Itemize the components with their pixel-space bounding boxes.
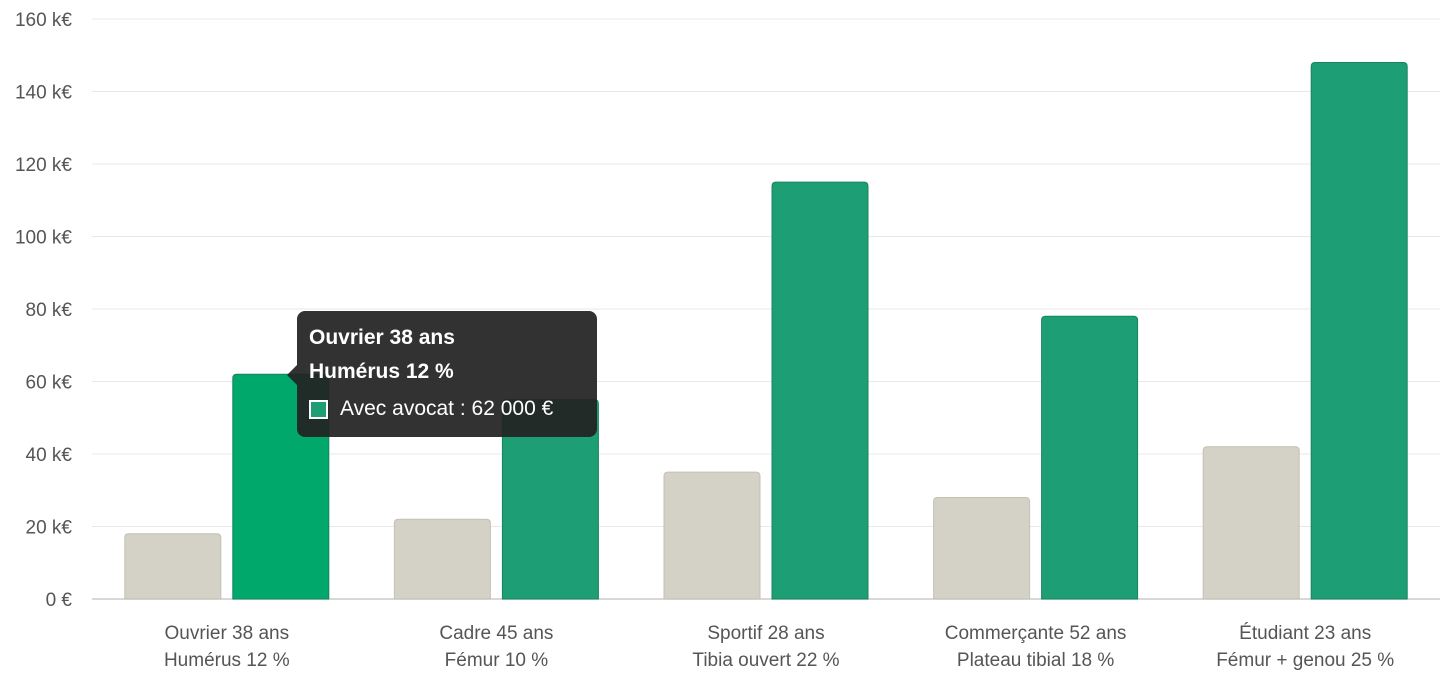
- y-tick-label: 60 k€: [26, 373, 73, 394]
- y-tick-label: 20 k€: [26, 518, 73, 539]
- bar-avec-avocat[interactable]: [771, 181, 869, 600]
- y-axis-ticks: 0 € 20 k€ 40 k€ 60 k€ 80 k€ 100 k€ 120 k€ 140 k…: [15, 10, 72, 611]
- x-category-label: Sportif 28 ans Tibia ouvert 22 %: [692, 623, 839, 671]
- bar-avec-avocat[interactable]: [1310, 62, 1408, 600]
- x-category-label: Cadre 45 ans Fémur 10 %: [439, 623, 553, 671]
- bar-avec-avocat[interactable]: [1041, 315, 1139, 600]
- tooltip: Ouvrier 38 ans Humérus 12 % Avec avocat …: [287, 311, 597, 437]
- y-tick-label: 40 k€: [26, 445, 73, 466]
- y-tick-label: 100 k€: [15, 228, 72, 249]
- tooltip-arrow: [287, 365, 297, 385]
- x-category-label: Commerçante 52 ans Plateau tibial 18 %: [945, 623, 1127, 671]
- bar-sans-avocat[interactable]: [124, 533, 222, 600]
- bar-sans-avocat[interactable]: [393, 518, 491, 600]
- y-tick-label: 120 k€: [15, 155, 72, 176]
- bar-sans-avocat[interactable]: [933, 497, 1031, 600]
- x-category-label: Étudiant 23 ans Fémur + genou 25 %: [1216, 623, 1394, 671]
- y-tick-label: 80 k€: [26, 300, 73, 321]
- bar-sans-avocat[interactable]: [663, 471, 761, 600]
- tooltip-item-text: Avec avocat : 62 000 €: [340, 397, 554, 420]
- bar-sans-avocat[interactable]: [1202, 446, 1300, 600]
- tooltip-title-line1: Ouvrier 38 ans: [309, 326, 455, 349]
- tooltip-swatch: [309, 399, 328, 419]
- y-tick-label: 0 €: [46, 590, 73, 611]
- tooltip-item: Avec avocat : 62 000 €: [309, 397, 585, 421]
- x-axis-labels: Ouvrier 38 ans Humérus 12 % Cadre 45 ans Fé…: [164, 623, 1394, 671]
- tooltip-title-line2: Humérus 12 %: [309, 360, 454, 383]
- y-tick-label: 160 k€: [15, 10, 72, 31]
- y-tick-label: 140 k€: [15, 83, 72, 104]
- x-category-label: Ouvrier 38 ans Humérus 12 %: [164, 623, 290, 671]
